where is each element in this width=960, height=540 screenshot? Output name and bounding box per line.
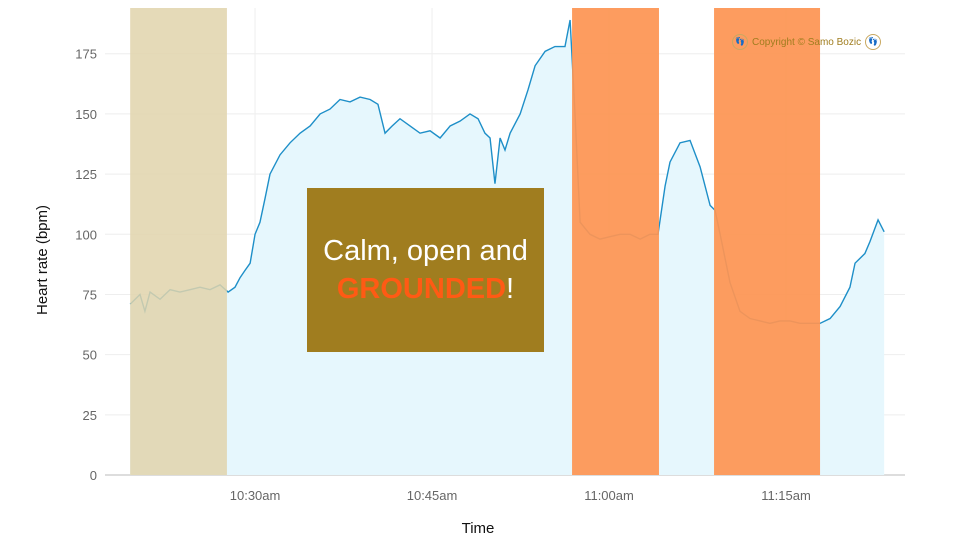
orange-highlight-band [714, 8, 821, 475]
orange-highlight-band [572, 8, 659, 475]
x-tick-label: 10:45am [407, 488, 458, 503]
y-tick-label: 175 [75, 47, 97, 62]
x-tick-label: 11:15am [761, 488, 811, 503]
copyright-watermark: 👣 Copyright © Samo Bozic 👣 [732, 34, 882, 50]
overlay-highlight: GROUNDED [336, 273, 507, 305]
y-tick-label: 100 [75, 227, 97, 242]
y-tick-label: 50 [83, 348, 97, 363]
y-tick-label: 25 [83, 408, 97, 423]
overlay-line-2: GROUNDED! [337, 270, 514, 308]
footprint-icon: 👣 [865, 34, 882, 50]
y-tick-label: 0 [90, 468, 97, 483]
y-tick-label: 125 [75, 167, 97, 182]
footprint-icon: 👣 [732, 34, 748, 50]
overlay-suffix: ! [506, 273, 515, 305]
beige-highlight-band [130, 8, 227, 475]
y-axis-title: Heart rate (bpm) [34, 205, 51, 315]
copyright-text: Copyright © Samo Bozic [752, 36, 862, 48]
overlay-line-1: Calm, open and [323, 235, 528, 267]
y-tick-label: 150 [75, 107, 97, 122]
y-tick-label: 75 [83, 287, 97, 302]
overlay-caption-box: Calm, open and GROUNDED! [307, 188, 544, 352]
x-axis-title: Time [462, 520, 495, 537]
x-tick-label: 11:00am [584, 488, 634, 503]
x-tick-label: 10:30am [230, 488, 281, 503]
